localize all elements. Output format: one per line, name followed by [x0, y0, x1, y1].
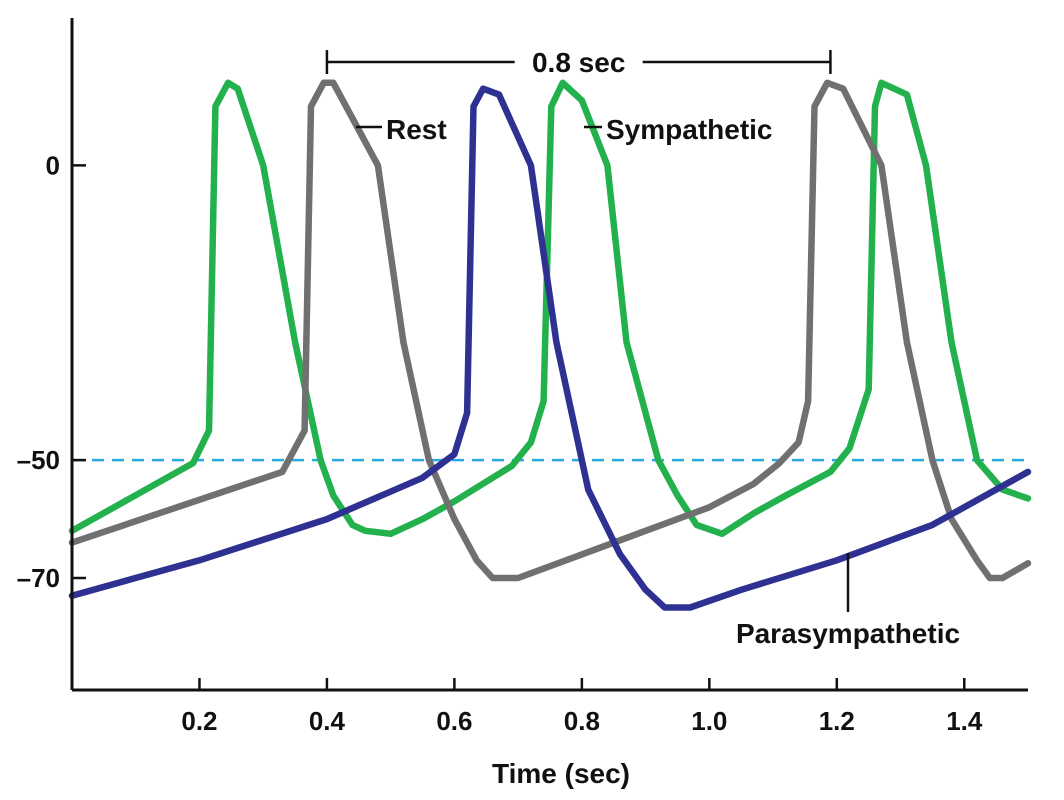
x-tick-label: 1.0 — [691, 706, 727, 736]
series-group — [68, 79, 1032, 611]
x-tick-label: 0.6 — [436, 706, 472, 736]
series-line-parasympathetic — [68, 85, 1032, 611]
interval-label: 0.8 sec — [532, 47, 625, 78]
annotations-group: Rest Sympathetic Parasympathetic — [356, 114, 960, 649]
x-axis-title: Time (sec) — [492, 758, 630, 789]
annotation-label-parasympathetic: Parasympathetic — [736, 618, 960, 649]
y-tick-label: –70 — [17, 563, 60, 593]
annotation-label-rest: Rest — [386, 114, 447, 145]
y-tick-label: 0 — [46, 150, 60, 180]
series-line-rest — [68, 79, 1032, 582]
x-tick-label: 1.4 — [946, 706, 983, 736]
series-line-sympathetic — [68, 79, 1032, 538]
x-tick-label: 0.4 — [309, 706, 346, 736]
x-tick-label: 0.8 — [564, 706, 600, 736]
annotation-label-sympathetic: Sympathetic — [606, 114, 773, 145]
y-tick-label: –50 — [17, 445, 60, 475]
x-tick-label: 1.2 — [819, 706, 855, 736]
interval-bracket: 0.8 sec — [325, 47, 832, 78]
x-tick-label: 0.2 — [181, 706, 217, 736]
ticks-group: 0.2 0.4 0.6 0.8 1.0 1.2 1.4 0 –50 –70 — [17, 150, 983, 736]
